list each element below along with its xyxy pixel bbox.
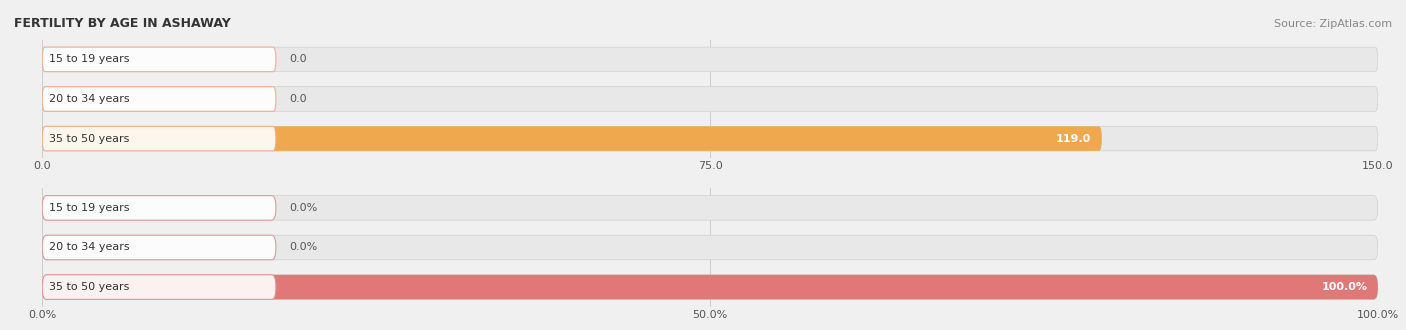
FancyBboxPatch shape bbox=[42, 196, 1378, 220]
FancyBboxPatch shape bbox=[42, 87, 276, 111]
Text: 100.0%: 100.0% bbox=[1322, 282, 1367, 292]
FancyBboxPatch shape bbox=[42, 275, 1378, 299]
Text: FERTILITY BY AGE IN ASHAWAY: FERTILITY BY AGE IN ASHAWAY bbox=[14, 17, 231, 30]
Text: 0.0: 0.0 bbox=[290, 94, 307, 104]
FancyBboxPatch shape bbox=[42, 87, 1378, 111]
Text: 15 to 19 years: 15 to 19 years bbox=[49, 203, 129, 213]
Text: 0.0%: 0.0% bbox=[290, 243, 318, 252]
Text: 35 to 50 years: 35 to 50 years bbox=[49, 282, 129, 292]
Text: 20 to 34 years: 20 to 34 years bbox=[49, 243, 129, 252]
FancyBboxPatch shape bbox=[42, 47, 1378, 72]
FancyBboxPatch shape bbox=[42, 275, 276, 299]
FancyBboxPatch shape bbox=[42, 196, 276, 220]
Text: 15 to 19 years: 15 to 19 years bbox=[49, 54, 129, 64]
Text: 0.0%: 0.0% bbox=[290, 203, 318, 213]
Text: Source: ZipAtlas.com: Source: ZipAtlas.com bbox=[1274, 19, 1392, 29]
Text: 119.0: 119.0 bbox=[1056, 134, 1091, 144]
FancyBboxPatch shape bbox=[42, 47, 276, 72]
FancyBboxPatch shape bbox=[42, 126, 276, 151]
Text: 0.0: 0.0 bbox=[290, 54, 307, 64]
Text: 20 to 34 years: 20 to 34 years bbox=[49, 94, 129, 104]
FancyBboxPatch shape bbox=[42, 235, 276, 260]
FancyBboxPatch shape bbox=[42, 126, 1102, 151]
Text: 35 to 50 years: 35 to 50 years bbox=[49, 134, 129, 144]
FancyBboxPatch shape bbox=[42, 126, 1378, 151]
FancyBboxPatch shape bbox=[42, 275, 1378, 299]
FancyBboxPatch shape bbox=[42, 235, 1378, 260]
